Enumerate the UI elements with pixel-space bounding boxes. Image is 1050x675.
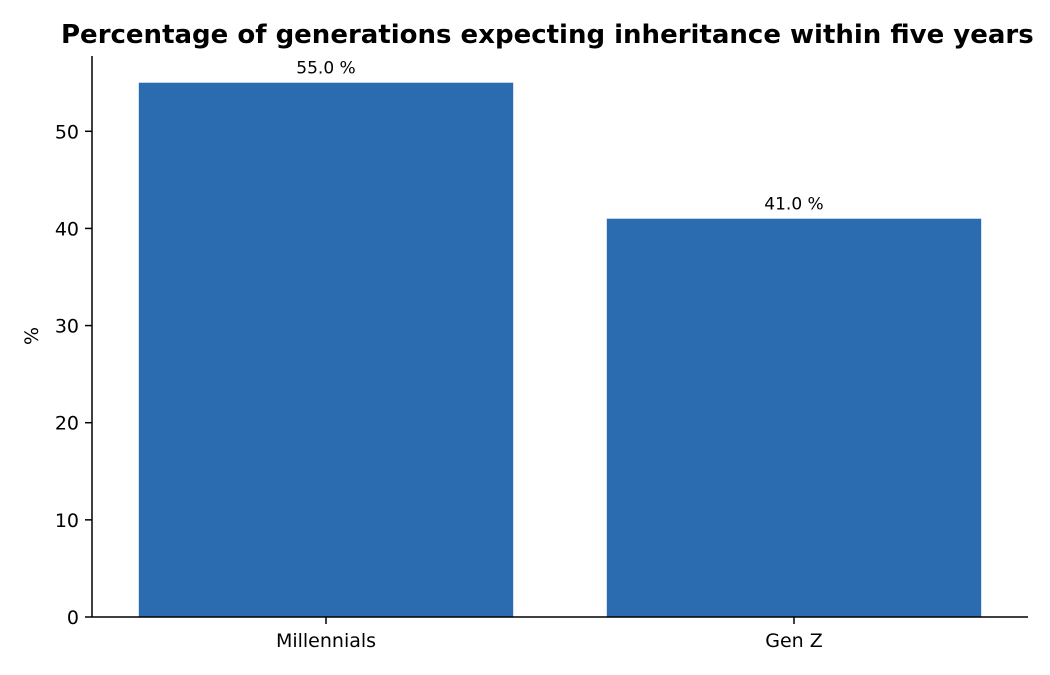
y-tick-label: 50 xyxy=(55,121,79,143)
chart-title: Percentage of generations expecting inhe… xyxy=(61,20,1034,50)
y-ticks-group: 0 10 20 30 40 50 xyxy=(55,121,92,629)
y-tick-label: 10 xyxy=(55,510,79,532)
bars-group xyxy=(138,82,982,617)
y-tick-label: 40 xyxy=(55,218,79,240)
x-tick-label: Gen Z xyxy=(765,630,823,652)
x-ticks-group: Millennials Gen Z xyxy=(276,617,823,652)
data-label: 55.0 % xyxy=(296,59,355,79)
bar-gen-z xyxy=(606,218,982,617)
bar-millennials xyxy=(138,82,514,617)
y-tick-label: 20 xyxy=(55,413,79,435)
data-labels-group: 55.0 % 41.0 % xyxy=(296,59,823,215)
y-axis-label: % xyxy=(21,327,43,345)
y-tick-label: 30 xyxy=(55,316,79,338)
x-tick-label: Millennials xyxy=(276,630,376,652)
y-tick-label: 0 xyxy=(67,607,79,629)
data-label: 41.0 % xyxy=(764,195,823,215)
